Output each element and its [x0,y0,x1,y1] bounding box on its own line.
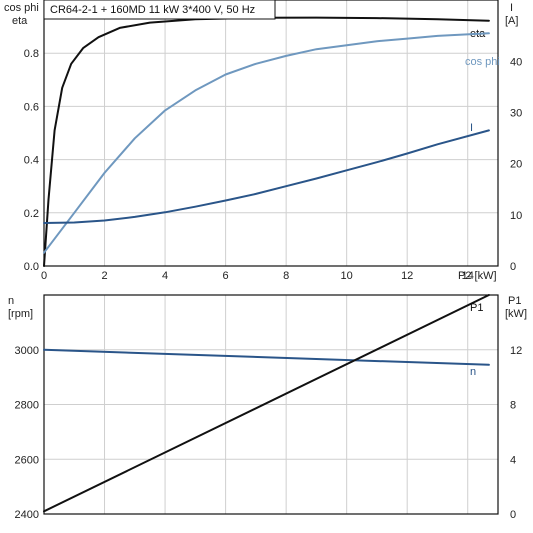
top-left-tick-label: 0.2 [24,208,39,220]
bottom-grid [43,295,498,515]
bottom-left-tick-label: 2400 [15,509,39,521]
right-axis-label-i: I [510,2,513,14]
top-x-tick-label: 14 [462,270,474,282]
top-right-tick-label: 20 [510,159,522,171]
bottom-tick-labels: 2400 2600 2800 3000 0 4 8 12 [15,345,523,521]
title-box [43,0,276,20]
bottom-right-tick-label: 8 [510,400,516,412]
bottom-right-tick-label: 4 [510,454,516,466]
series-line-p1 [43,294,490,513]
bottom-series-group: n P1 [43,294,490,513]
top-x-tick-label: 8 [283,270,289,282]
bottom-left-tick-label: 2600 [15,454,39,466]
x-axis-label-p2: P2 [kW] [458,270,497,282]
top-x-tick-label: 4 [162,270,168,282]
top-right-tick-label: 30 [510,108,522,120]
top-right-tick-label: 10 [510,210,522,222]
left-axis-label-eta: eta [12,15,28,27]
series-label-cos_phi: cos phi [465,56,500,68]
left-axis-label-cosphi: cos phi [4,2,39,14]
top-x-tick-label: 12 [401,270,413,282]
bottom-right-tick-label: 12 [510,345,522,357]
chart-title: CR64-2-1 + 160MD 11 kW 3*400 V, 50 Hz [50,4,255,16]
series-label-current: I [470,122,473,134]
series-label-speed: n [470,366,476,378]
left-axis-label-rpm-unit: [rpm] [8,308,33,320]
top-tick-labels: 0.0 0.2 0.4 0.6 0.8 0 10 20 30 40 0 2 4 6 8 10 12 14 [24,48,523,282]
top-left-tick-label: 0.4 [24,155,39,167]
top-x-tick-label: 2 [101,270,107,282]
right-axis-label-p1: P1 [508,295,521,307]
series-label-p1: P1 [470,302,483,314]
bottom-right-tick-label: 0 [510,509,516,521]
top-plot-frame [43,0,499,267]
top-grid [43,0,498,267]
bottom-left-tick-label: 2800 [15,400,39,412]
top-left-tick-label: 0.6 [24,101,39,113]
bottom-plot-frame [43,294,499,515]
top-x-tick-label: 6 [223,270,229,282]
top-left-tick-label: 0.0 [24,261,39,273]
speed-power-panel: n P1 2400 2600 2800 3000 0 4 8 12 n [rpm] P1 [kW… [8,294,527,521]
left-axis-label-n: n [8,295,14,307]
top-x-tick-label: 0 [41,270,47,282]
series-line-current [43,129,490,224]
top-left-tick-label: 0.8 [24,48,39,60]
top-x-tick-label: 10 [341,270,353,282]
top-right-tick-label: 40 [510,56,522,68]
series-line-speed [43,348,490,366]
right-axis-label-kw-unit: [kW] [505,308,527,320]
top-right-tick-label: 0 [510,261,516,273]
bottom-left-tick-label: 3000 [15,345,39,357]
series-line-eta [43,16,490,267]
right-axis-label-a-unit: [A] [505,15,518,27]
series-line-cos_phi [43,32,490,254]
